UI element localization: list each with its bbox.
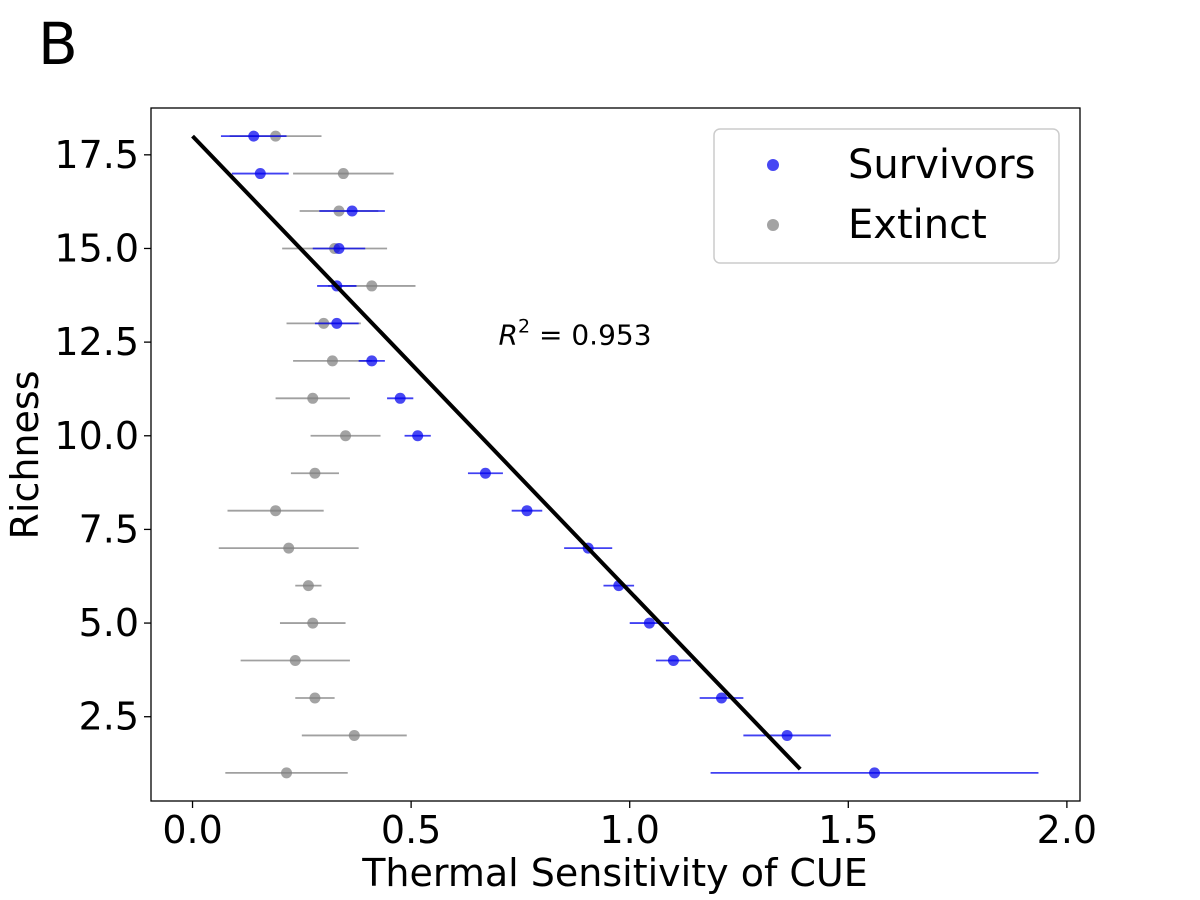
- data-marks: [191, 130, 1039, 779]
- point-extinct: [283, 542, 295, 554]
- r-squared-annotation: R2 = 0.953: [499, 316, 652, 352]
- point-survivors: [366, 355, 378, 367]
- point-survivors: [394, 392, 406, 404]
- y-tick-label: 10.0: [54, 414, 139, 458]
- point-extinct: [307, 392, 319, 404]
- point-survivors: [716, 692, 728, 704]
- y-tick-label: 15.0: [54, 226, 139, 270]
- legend-label-extinct: Extinct: [848, 202, 987, 248]
- regression-line: [191, 134, 802, 771]
- x-tick-label: 1.5: [818, 808, 878, 852]
- x-tick-label: 0.0: [162, 808, 222, 852]
- point-survivors: [781, 729, 793, 741]
- point-extinct: [326, 355, 338, 367]
- point-extinct: [270, 505, 282, 517]
- x-tick-label: 1.0: [599, 808, 659, 852]
- point-extinct: [309, 692, 321, 704]
- legend-label-survivors: Survivors: [848, 142, 1035, 188]
- panel-label: B: [38, 10, 78, 78]
- y-axis-label: Richness: [3, 371, 47, 540]
- point-survivors: [333, 242, 345, 254]
- point-extinct: [281, 767, 293, 779]
- point-extinct: [309, 467, 321, 479]
- r-squared-value: = 0.953: [530, 319, 651, 352]
- point-survivors: [248, 130, 260, 142]
- legend-box: [713, 128, 1060, 264]
- point-extinct: [307, 617, 319, 629]
- point-survivors: [412, 430, 424, 442]
- point-extinct: [348, 729, 360, 741]
- point-survivors: [667, 655, 679, 667]
- y-tick-label: 12.5: [54, 320, 139, 364]
- y-tick-label: 17.5: [54, 133, 139, 177]
- point-extinct: [366, 280, 378, 292]
- point-survivors: [331, 317, 343, 329]
- y-axis: 2.5 5.0 7.5 10.0 12.5 15.0 17.5: [54, 133, 151, 739]
- r-squared-exponent: 2: [518, 316, 530, 338]
- point-extinct: [289, 655, 301, 667]
- plot-frame: [150, 107, 1081, 802]
- x-axis-label: Thermal Sensitivity of CUE: [361, 851, 868, 895]
- point-survivors: [346, 205, 358, 217]
- point-survivors: [521, 505, 533, 517]
- y-tick-label: 7.5: [79, 507, 139, 551]
- r-squared-base: R: [499, 319, 518, 352]
- x-axis: 0.0 0.5 1.0 1.5 2.0: [162, 801, 1097, 852]
- point-extinct: [337, 168, 349, 180]
- point-extinct: [340, 430, 352, 442]
- y-tick-label: 2.5: [79, 695, 139, 739]
- legend-marker-extinct: [767, 219, 779, 231]
- point-survivors: [869, 767, 881, 779]
- legend-marker-survivors: [767, 159, 779, 171]
- x-tick-label: 2.0: [1037, 808, 1097, 852]
- point-survivors: [254, 168, 266, 180]
- plot-border: [150, 107, 1081, 802]
- point-survivors: [643, 617, 655, 629]
- point-extinct: [302, 580, 314, 592]
- point-survivors: [479, 467, 491, 479]
- y-tick-label: 5.0: [79, 601, 139, 645]
- legend: Survivors Extinct: [713, 128, 1060, 264]
- x-tick-label: 0.5: [381, 808, 441, 852]
